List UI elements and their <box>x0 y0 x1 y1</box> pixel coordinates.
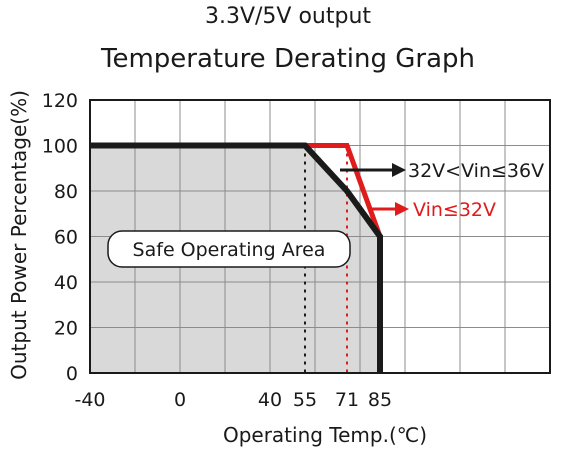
y-tick-label: 60 <box>54 227 78 249</box>
legend-red-label: Vin≤32V <box>413 199 496 221</box>
x-tick-label: 0 <box>174 389 186 411</box>
plot-border <box>89 99 551 374</box>
x-axis-label: Operating Temp.(℃) <box>223 423 427 447</box>
x-tick-label: 71 <box>335 389 359 411</box>
safe-area-label: Safe Operating Area <box>133 239 326 261</box>
chart-subtitle: Temperature Derating Graph <box>100 44 476 74</box>
y-tick-label: 80 <box>54 181 78 203</box>
x-tick-label: 85 <box>368 389 392 411</box>
legend-black-arrow-head <box>392 163 406 177</box>
y-axis-label: Output Power Percentage(%) <box>7 90 31 380</box>
legend-red-arrow-head <box>395 202 409 216</box>
legend-black: 32V<Vin≤36V <box>340 160 544 182</box>
safe-area-label-box <box>107 230 351 268</box>
legend-red: Vin≤32V <box>370 199 496 221</box>
series-line-0 <box>90 142 383 373</box>
y-tick-label: 40 <box>54 272 78 294</box>
y-tick-label: 20 <box>54 318 78 340</box>
y-tick-label: 100 <box>42 136 78 158</box>
chart-title: 3.3V/5V output <box>204 4 372 29</box>
legend-black-label: 32V<Vin≤36V <box>408 160 544 182</box>
tick-labels: -40 0 40 55 71 85 0 20 40 60 80 100 120 <box>42 90 392 411</box>
series-lines <box>90 142 383 373</box>
x-tick-label: 55 <box>293 389 317 411</box>
x-tick-label: -40 <box>74 389 105 411</box>
x-tick-label: 40 <box>258 389 282 411</box>
y-tick-label: 0 <box>66 363 78 385</box>
y-tick-label: 120 <box>42 90 78 112</box>
